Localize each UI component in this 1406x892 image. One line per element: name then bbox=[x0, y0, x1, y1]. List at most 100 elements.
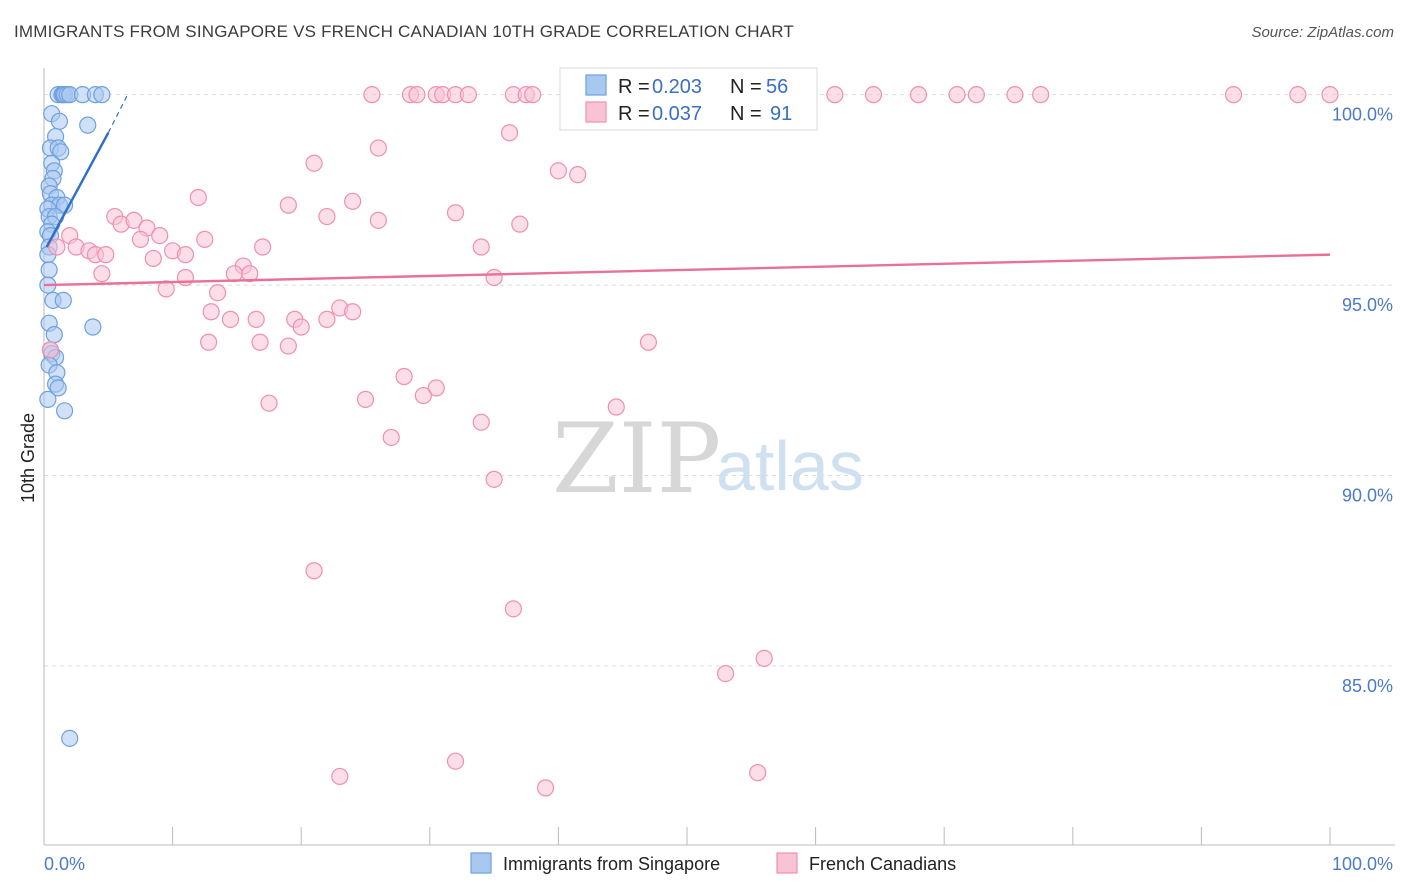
french-canadian-point-77 bbox=[414, 386, 432, 405]
french-canadian-point-81 bbox=[472, 413, 490, 431]
watermark: ZIP atlas bbox=[552, 403, 864, 515]
y-tick-label-0: 100.0% bbox=[1332, 105, 1393, 125]
bottom-legend-swatch-singapore bbox=[470, 852, 492, 874]
french-canadian-point-28 bbox=[569, 166, 587, 184]
chart-source: Source: ZipAtlas.com bbox=[1251, 24, 1394, 41]
french-canadian-point-30 bbox=[279, 196, 297, 214]
french-canadian-point-17 bbox=[948, 86, 966, 104]
french-canadian-point-79 bbox=[260, 394, 278, 412]
french-canadian-point-61 bbox=[209, 284, 227, 302]
french-canadian-point-86 bbox=[755, 649, 773, 667]
singapore-trend-line bbox=[45, 132, 110, 248]
french-canadian-point-50 bbox=[97, 246, 115, 264]
singapore-point-36 bbox=[54, 291, 72, 309]
trend-lines bbox=[43, 94, 1331, 287]
legend-box: R = 0.203 N = 56 R = 0.037 N = 91 bbox=[559, 67, 818, 131]
french-canadian-point-51 bbox=[144, 249, 162, 268]
french-canadian-point-45 bbox=[48, 238, 66, 256]
french-canadian-point-87 bbox=[716, 665, 735, 683]
chart-title: IMMIGRANTS FROM SINGAPORE VS FRENCH CANA… bbox=[14, 22, 794, 41]
legend-r-value-2: 0.037 bbox=[652, 103, 702, 125]
french-canadian-point-78 bbox=[356, 390, 375, 408]
french-canadian-point-15 bbox=[864, 86, 883, 104]
french-canadian-point-69 bbox=[344, 303, 362, 321]
legend-r-value-1: 0.203 bbox=[652, 76, 702, 98]
y-axis-label: 10th Grade bbox=[18, 413, 38, 503]
legend-n-value-1: 56 bbox=[766, 76, 788, 98]
french-canadian-point-9 bbox=[524, 86, 542, 104]
legend-n-label-2: N = bbox=[730, 103, 762, 125]
french-canadian-point-63 bbox=[221, 310, 240, 328]
singapore-point-15 bbox=[52, 143, 70, 161]
french-canadian-point-58 bbox=[241, 265, 259, 283]
french-canadian-point-90 bbox=[536, 779, 555, 797]
french-canadian-point-25 bbox=[369, 139, 387, 157]
singapore-point-47 bbox=[39, 390, 57, 408]
french-canadian-point-43 bbox=[254, 238, 272, 256]
french-canadian-point-82 bbox=[382, 428, 400, 447]
x-tick-label-1: 100.0% bbox=[1332, 854, 1393, 874]
legend-r-label-2: R = bbox=[618, 103, 650, 125]
french-canadian-point-91 bbox=[749, 764, 767, 782]
y-tick-labels: 100.0% 95.0% 90.0% 85.0% bbox=[1332, 105, 1393, 696]
french-canadian-point-44 bbox=[472, 238, 490, 256]
french-canadian-point-40 bbox=[151, 226, 169, 245]
bottom-legend-label-singapore: Immigrants from Singapore bbox=[503, 854, 720, 874]
french-canadian-point-31 bbox=[344, 192, 362, 210]
french-canadian-point-70 bbox=[200, 333, 218, 351]
singapore-point-8 bbox=[93, 86, 111, 104]
singapore-point-46 bbox=[49, 379, 67, 397]
french-canadian-point-27 bbox=[549, 162, 568, 180]
singapore-point-10 bbox=[50, 112, 69, 130]
french-canadian-point-35 bbox=[511, 215, 529, 233]
singapore-point-11 bbox=[79, 116, 97, 134]
singapore-point-49 bbox=[61, 729, 79, 747]
french-canadian-point-59 bbox=[485, 268, 503, 287]
bottom-legend: Immigrants from Singapore French Canadia… bbox=[470, 852, 956, 874]
x-tick-labels: 0.0% 100.0% bbox=[44, 854, 1393, 874]
french-canadian-point-72 bbox=[279, 337, 297, 355]
singapore-trend-extension bbox=[107, 94, 129, 134]
french-canadian-point-33 bbox=[318, 207, 336, 226]
legend-r-label-1: R = bbox=[618, 76, 650, 98]
french-canadian-point-56 bbox=[176, 268, 195, 287]
french-canadian-point-14 bbox=[826, 86, 844, 104]
french-canadian-point-21 bbox=[1224, 86, 1243, 104]
french-canadian-point-80 bbox=[607, 398, 625, 416]
watermark-atlas: atlas bbox=[716, 427, 864, 505]
french-canadian-point-85 bbox=[504, 600, 522, 618]
french-canadian-point-0 bbox=[363, 86, 381, 104]
french-canadian-point-66 bbox=[292, 318, 310, 336]
french-canadian-point-84 bbox=[305, 562, 323, 580]
french-canadian-point-22 bbox=[1289, 86, 1307, 104]
y-tick-label-1: 95.0% bbox=[1342, 295, 1393, 315]
french-canadian-point-24 bbox=[500, 124, 519, 142]
singapore-point-48 bbox=[55, 402, 74, 420]
french-canadian-point-19 bbox=[1006, 86, 1024, 104]
y-tick-label-3: 85.0% bbox=[1342, 676, 1393, 696]
legend-n-label-1: N = bbox=[730, 76, 762, 98]
french-canadian-point-16 bbox=[909, 86, 928, 104]
french-canadian-point-20 bbox=[1032, 86, 1050, 104]
french-canadian-point-88 bbox=[446, 752, 465, 770]
french-canadian-point-23 bbox=[1321, 86, 1339, 104]
watermark-zip: ZIP bbox=[552, 403, 721, 515]
legend-swatch-french-canadians bbox=[585, 101, 607, 123]
french-canadian-point-18 bbox=[967, 86, 985, 104]
bottom-legend-swatch-french-canadians bbox=[776, 852, 798, 874]
french-canadian-point-42 bbox=[196, 230, 214, 248]
french-canadian-point-29 bbox=[189, 188, 207, 207]
french-canadian-point-71 bbox=[251, 333, 269, 351]
french-canadian-point-60 bbox=[157, 280, 175, 298]
french-canadian-point-41 bbox=[131, 230, 150, 248]
french-canadian-point-53 bbox=[176, 246, 195, 264]
french-canadian-point-57 bbox=[93, 265, 111, 283]
singapore-point-38 bbox=[84, 318, 102, 336]
singapore-point-39 bbox=[45, 326, 63, 344]
y-tick-label-2: 90.0% bbox=[1342, 486, 1393, 506]
data-points bbox=[39, 86, 1339, 797]
french-canadian-point-64 bbox=[247, 310, 265, 328]
bottom-legend-label-french-canadians: French Canadians bbox=[809, 854, 956, 874]
french-canadian-point-74 bbox=[41, 341, 60, 359]
french-canadian-point-38 bbox=[125, 211, 143, 229]
